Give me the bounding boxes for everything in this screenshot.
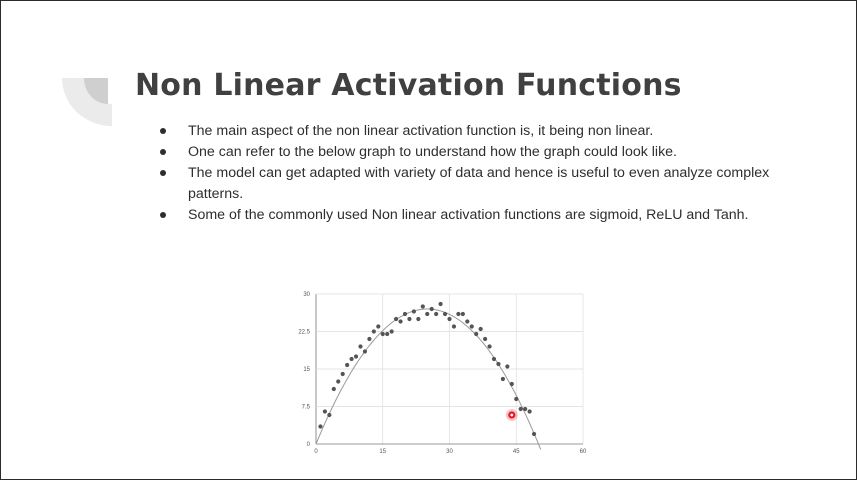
data-point (460, 311, 465, 317)
x-tick-label: 15 (379, 449, 386, 455)
data-point (531, 431, 537, 437)
bullet-item: The model can get adapted with variety o… (157, 163, 777, 205)
y-tick-label: 0 (307, 442, 311, 448)
data-point (340, 371, 345, 377)
data-point (451, 324, 457, 329)
data-point (474, 331, 479, 337)
cursor-center (510, 413, 514, 417)
data-point (523, 406, 528, 412)
y-tick-label: 30 (303, 292, 310, 298)
data-point (345, 362, 350, 368)
bullet-list: The main aspect of the non linear activa… (157, 121, 777, 226)
data-point (434, 311, 439, 317)
data-point (380, 331, 385, 337)
data-points (318, 301, 537, 437)
data-point (518, 406, 523, 412)
data-point (496, 361, 501, 367)
data-point (442, 311, 448, 317)
x-tick-label: 60 (580, 449, 587, 455)
data-point (398, 319, 403, 324)
data-point (429, 306, 434, 312)
trend-curve (315, 308, 542, 450)
data-point (491, 356, 497, 362)
data-point (509, 381, 514, 387)
data-point (505, 364, 510, 369)
data-point (336, 379, 341, 384)
data-point (394, 316, 399, 322)
data-point (358, 344, 363, 349)
y-tick-label: 15 (303, 367, 310, 373)
data-point (456, 311, 461, 317)
data-point (447, 316, 452, 322)
data-point (411, 309, 416, 314)
chart-grid (315, 293, 584, 445)
data-point (465, 319, 470, 324)
data-point (362, 349, 368, 354)
data-point (402, 311, 408, 317)
data-point (420, 304, 425, 309)
scatter-chart: 0 15 30 45 60 0 7.5 15 22.5 30 (298, 292, 587, 455)
data-point (478, 326, 483, 332)
corner-decoration (62, 78, 112, 126)
data-point (371, 329, 376, 334)
bullet-item: The main aspect of the non linear activa… (157, 121, 777, 142)
data-point (376, 324, 381, 329)
data-point (527, 409, 532, 414)
y-tick-label: 7.5 (302, 405, 311, 411)
cursor-indicator (505, 409, 518, 421)
data-point (469, 324, 474, 329)
x-tick-label: 0 (314, 449, 318, 455)
data-point (483, 336, 488, 342)
data-point (514, 396, 519, 402)
data-point (487, 344, 492, 349)
data-point (367, 336, 372, 342)
data-point (353, 354, 359, 359)
data-point (438, 301, 443, 307)
data-point (407, 316, 412, 322)
bullet-item: Some of the commonly used Non linear act… (157, 205, 777, 226)
data-point (425, 311, 430, 317)
data-point (327, 412, 332, 418)
chart-tick-labels: 0 15 30 45 60 0 7.5 15 22.5 30 (298, 292, 587, 455)
y-tick-label: 22.5 (298, 330, 310, 336)
data-point (385, 331, 390, 337)
data-point (331, 386, 336, 392)
slide-title: Non Linear Activation Functions (135, 68, 682, 103)
bullet-item: One can refer to the below graph to unde… (157, 142, 777, 163)
data-point (389, 329, 394, 334)
data-point (416, 316, 421, 322)
data-point (349, 356, 354, 362)
data-point (318, 424, 323, 429)
data-point (322, 409, 327, 414)
x-tick-label: 30 (446, 449, 453, 455)
deco-dark-arc (84, 78, 108, 104)
deco-light-arc (62, 78, 112, 126)
data-point (500, 376, 505, 382)
x-tick-label: 45 (513, 449, 520, 455)
